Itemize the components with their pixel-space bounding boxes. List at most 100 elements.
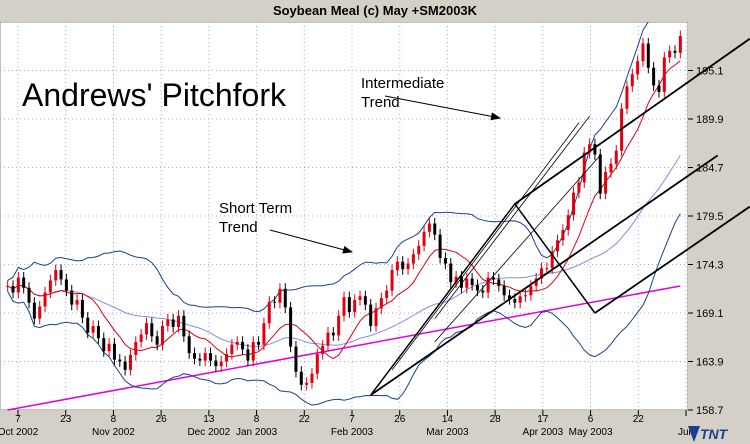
candle-body	[128, 354, 132, 370]
grid-lines	[0, 22, 688, 411]
bollinger-lower-band	[7, 213, 681, 406]
candle-body	[481, 290, 485, 293]
candle-body	[513, 299, 517, 303]
candle-body	[427, 223, 431, 232]
short-term-trendline	[434, 155, 601, 343]
candle-body	[182, 315, 186, 337]
candle-body	[187, 336, 191, 354]
candle-body	[70, 290, 74, 305]
candle-body	[278, 288, 282, 303]
candle-body	[102, 338, 106, 352]
candle-body	[326, 332, 330, 346]
candle-body	[171, 319, 175, 327]
candle-body	[353, 299, 357, 313]
candle-body	[363, 296, 367, 305]
candle-body	[358, 296, 362, 300]
candle-body	[177, 315, 181, 327]
x-tick-day-label: 14	[442, 414, 454, 425]
x-tick-day-label: 26	[156, 414, 168, 425]
x-tick-day-label: 23	[60, 414, 72, 425]
candle-body	[668, 50, 672, 58]
x-tick-day-label: 28	[490, 414, 502, 425]
candle-body	[572, 192, 576, 216]
candle-body	[310, 373, 314, 383]
candle-body	[299, 371, 303, 385]
candle-body	[529, 285, 533, 296]
candle-body	[273, 301, 277, 303]
candle-body	[556, 240, 560, 252]
pitchfork-line	[514, 38, 750, 205]
candle-body	[86, 317, 90, 333]
candle-body	[449, 263, 453, 283]
candle-body	[518, 296, 522, 303]
candle-body	[139, 334, 143, 342]
candle-body	[561, 229, 565, 241]
short-term-trendline	[391, 122, 580, 371]
candle-body	[465, 278, 469, 288]
candle-body	[507, 295, 511, 300]
candle-body	[289, 307, 293, 347]
candle-body	[305, 382, 309, 385]
candle-body	[491, 277, 495, 280]
x-tick-day-label: 7	[349, 414, 355, 425]
x-tick-day-label: 26	[394, 414, 406, 425]
y-tick-label: 189.9	[696, 114, 724, 126]
candle-body	[374, 308, 378, 327]
candle-body	[636, 61, 640, 75]
candle-body	[433, 223, 437, 235]
candle-body	[294, 346, 298, 372]
candle-body	[406, 263, 410, 270]
y-tick-label: 163.9	[696, 357, 724, 369]
x-tick-month-label: Feb 2003	[331, 427, 374, 438]
price-axis: 158.7 163.9 169.1 174.3 179.5 184.7 189.9 195.1	[688, 66, 724, 417]
candle-body	[438, 234, 442, 258]
candle-body	[54, 270, 58, 281]
candle-body	[609, 163, 613, 173]
candle-body	[524, 295, 528, 297]
candle-body	[235, 341, 239, 345]
candle-body	[48, 280, 52, 293]
candle-body	[486, 277, 490, 293]
short-term-trendline	[434, 115, 590, 319]
candle-body	[321, 345, 325, 355]
candle-body	[337, 315, 341, 336]
candle-body	[454, 276, 458, 283]
chart-title: Soybean Meal (c) May +SM2003K	[272, 3, 478, 18]
candle-body	[577, 182, 581, 193]
candle-body	[459, 276, 463, 288]
candle-body	[475, 285, 479, 291]
pitchfork-heading: Andrews' Pitchfork	[22, 77, 287, 113]
candle-body	[347, 297, 351, 313]
candle-body	[107, 343, 111, 352]
candle-body	[251, 341, 255, 361]
pitchfork-line	[594, 205, 750, 314]
y-tick-label: 158.7	[696, 405, 724, 417]
candle-body	[75, 299, 79, 305]
pitchfork-lines	[370, 38, 750, 396]
y-tick-label: 195.1	[696, 66, 724, 78]
candle-body	[630, 74, 634, 87]
candle-body	[342, 297, 346, 316]
candle-body	[566, 215, 570, 230]
candle-body	[43, 292, 47, 307]
candle-body	[214, 360, 218, 367]
candle-body	[395, 261, 399, 271]
candle-body	[540, 268, 544, 279]
short-term-trend-arrow	[269, 229, 353, 254]
candle-body	[155, 336, 159, 345]
date-axis: 7 Oct 2002 23 8 Nov 2002 26 13 Dec 2002 8 Jan 200…	[0, 410, 694, 438]
short-term-trend-label-line2: Trend	[219, 219, 258, 236]
candle-body	[134, 341, 138, 355]
moving-average-long-line	[7, 285, 681, 411]
candle-body	[646, 43, 650, 68]
candle-body	[230, 344, 234, 355]
candle-body	[123, 361, 127, 370]
candle-body	[385, 290, 389, 299]
candle-body	[331, 332, 335, 336]
candle-body	[6, 285, 10, 287]
candle-body	[417, 245, 421, 255]
candle-body	[379, 298, 383, 309]
x-tick-month-label: Jan 2003	[236, 427, 278, 438]
x-tick-day-label: 8	[254, 414, 260, 425]
